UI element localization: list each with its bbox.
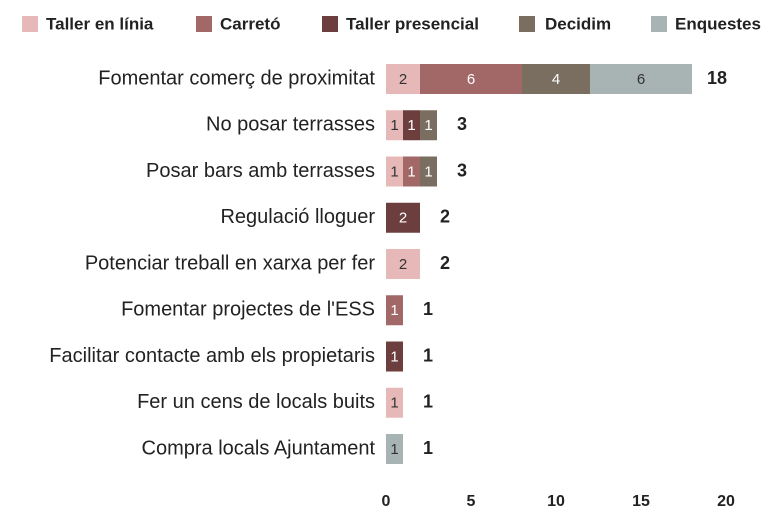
- segment-label: 1: [390, 302, 398, 319]
- total-label: 18: [707, 68, 727, 88]
- bar-segment: [386, 249, 420, 279]
- total-label: 1: [423, 345, 433, 365]
- legend-label: Taller en línia: [46, 14, 154, 33]
- legend-swatch: [322, 16, 338, 32]
- bar-segment: [420, 156, 437, 187]
- x-tick-label: 5: [467, 493, 476, 509]
- legend-swatch: [196, 16, 212, 32]
- category-label: Fomentar comerç de proximitat: [98, 67, 375, 89]
- category-label: Compra locals Ajuntament: [142, 437, 376, 459]
- category-label: Fer un cens de locals buits: [137, 391, 375, 413]
- segment-label: 1: [407, 117, 415, 134]
- category-label: Regulació lloguer: [220, 206, 375, 228]
- bar-segment: [420, 110, 437, 141]
- bar-segment: [403, 110, 420, 141]
- segment-label: 1: [390, 348, 398, 365]
- bar-segment: [386, 202, 420, 233]
- x-tick-label: 15: [632, 493, 650, 509]
- bar-segment: [386, 64, 420, 94]
- segment-label: 1: [390, 395, 398, 412]
- segment-label: 6: [467, 71, 475, 88]
- bar-segment: [386, 110, 403, 141]
- segment-label: 2: [399, 256, 407, 273]
- legend-label: Decidim: [545, 14, 611, 33]
- bar-segment: [386, 295, 403, 326]
- x-tick-label: 0: [382, 493, 391, 509]
- bar-segment: [420, 64, 522, 94]
- total-label: 1: [423, 438, 433, 458]
- segment-label: 1: [424, 163, 432, 180]
- segment-label: 1: [390, 163, 398, 180]
- bar-segment: [403, 156, 420, 187]
- bar-segment: [386, 387, 403, 418]
- total-label: 3: [457, 114, 467, 134]
- segment-label: 1: [390, 117, 398, 134]
- segment-label: 4: [552, 71, 560, 88]
- total-label: 2: [440, 253, 450, 273]
- legend-label: Carretó: [220, 14, 280, 33]
- segment-label: 6: [637, 71, 645, 88]
- category-label: Fomentar projectes de l'ESS: [121, 299, 375, 321]
- bar-segment: [386, 156, 403, 187]
- segment-label: 1: [390, 441, 398, 458]
- category-label: Posar bars amb terrasses: [146, 160, 375, 182]
- segment-label: 1: [407, 163, 415, 180]
- bar-segment: [386, 434, 403, 464]
- legend-swatch: [651, 16, 667, 32]
- total-label: 2: [440, 207, 450, 227]
- total-label: 1: [423, 299, 433, 319]
- bar-segment: [386, 341, 403, 372]
- category-label: Potenciar treball en xarxa per fer: [85, 252, 375, 274]
- bar-segment: [522, 64, 590, 94]
- category-label: No posar terrasses: [206, 114, 375, 136]
- x-tick-label: 20: [717, 493, 735, 509]
- segment-label: 2: [399, 71, 407, 88]
- category-label: Facilitar contacte amb els propietaris: [49, 345, 375, 367]
- legend-label: Enquestes: [675, 14, 761, 33]
- legend-swatch: [22, 16, 38, 32]
- legend-swatch: [519, 16, 535, 32]
- bar-segment: [590, 64, 692, 94]
- total-label: 3: [457, 160, 467, 180]
- total-label: 1: [423, 392, 433, 412]
- x-tick-label: 10: [547, 493, 565, 509]
- legend-label: Taller presencial: [346, 14, 479, 33]
- segment-label: 1: [424, 117, 432, 134]
- segment-label: 2: [399, 210, 407, 227]
